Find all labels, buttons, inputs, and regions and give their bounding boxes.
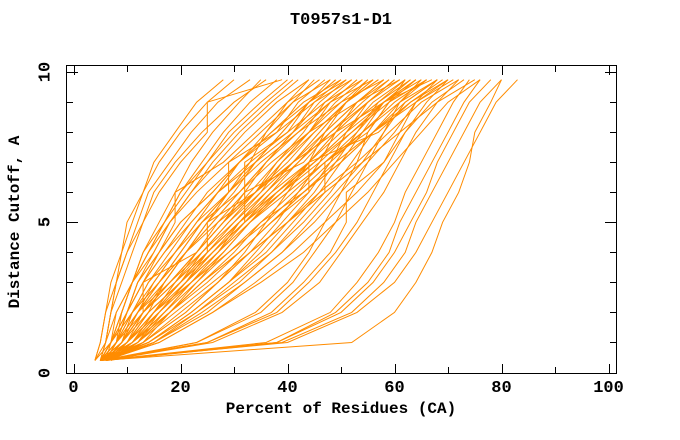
model-curve	[94, 79, 283, 361]
model-curve	[99, 79, 374, 361]
x-tick-label: 40	[277, 379, 298, 398]
model-curve	[105, 79, 438, 361]
model-curve	[100, 79, 443, 361]
x-tick-label: 80	[491, 379, 512, 398]
model-curve	[105, 79, 481, 361]
model-curve	[100, 79, 476, 361]
model-curve	[110, 79, 433, 361]
y-tick-label: 0	[36, 367, 56, 378]
axis-ticks	[67, 66, 616, 374]
model-curve	[110, 79, 331, 361]
model-curve	[105, 79, 502, 361]
model-curve	[100, 79, 502, 361]
model-curve	[105, 79, 401, 361]
model-curve	[100, 79, 427, 361]
model-curve	[105, 79, 460, 361]
y-axis-label: Distance Cutoff, A	[6, 135, 24, 309]
model-curve	[99, 79, 347, 361]
model-curve	[100, 79, 492, 361]
model-curve	[94, 79, 331, 361]
plot-frame	[66, 65, 617, 374]
model-curve	[110, 79, 358, 361]
chart-title: T0957s1-D1	[289, 11, 393, 30]
x-tick-label: 0	[68, 379, 79, 398]
model-curve	[99, 79, 288, 361]
model-curve	[110, 79, 395, 361]
model-curve	[105, 79, 454, 361]
model-curve	[100, 79, 518, 361]
model-curve	[100, 79, 385, 361]
plot-border	[66, 65, 617, 374]
model-curve	[94, 79, 358, 361]
model-curve	[100, 79, 470, 361]
x-tick-label: 100	[593, 379, 624, 398]
y-tick-label: 5	[36, 217, 56, 228]
model-curve	[100, 79, 411, 361]
x-axis-label: Percent of Residues (CA)	[225, 400, 457, 418]
model-curve	[105, 79, 406, 361]
model-curve	[105, 79, 374, 361]
model-curve	[100, 79, 449, 361]
x-tick-label: 20	[170, 379, 191, 398]
model-curve	[100, 79, 422, 361]
x-tick-label: 60	[384, 379, 405, 398]
y-tick-label: 10	[36, 61, 56, 83]
model-curves	[94, 79, 518, 361]
model-curve	[105, 79, 417, 361]
model-curve	[105, 79, 438, 361]
